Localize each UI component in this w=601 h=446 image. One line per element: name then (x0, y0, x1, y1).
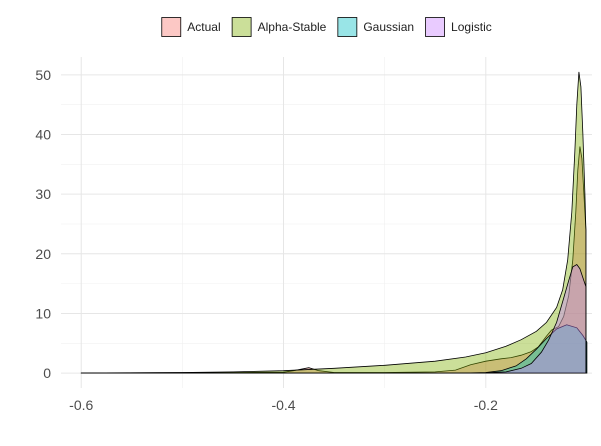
legend-swatch (337, 17, 358, 37)
x-axis: -0.6 -0.4 -0.2 (69, 397, 498, 413)
y-tick-label: 40 (35, 127, 51, 143)
legend-label: Alpha-Stable (258, 20, 327, 34)
legend-item-gaussian: Gaussian (337, 17, 414, 37)
legend-key-bg (425, 17, 446, 37)
legend-label: Logistic (451, 20, 492, 34)
y-axis: 0 10 20 30 40 50 (35, 67, 51, 381)
x-tick-label: -0.2 (474, 397, 498, 413)
y-tick-label: 10 (35, 305, 51, 321)
legend-swatch (161, 17, 182, 37)
y-tick-label: 50 (35, 67, 51, 83)
y-tick-label: 20 (35, 246, 51, 262)
x-tick-label: -0.6 (69, 397, 93, 413)
legend-label: Actual (187, 20, 220, 34)
grid (61, 57, 592, 388)
density-area-alpha-stable (80, 71, 587, 374)
legend-key-bg (161, 17, 182, 37)
legend-item-alpha-stable: Alpha-Stable (231, 17, 327, 37)
legend-swatch (231, 17, 252, 37)
y-tick-label: 0 (43, 365, 51, 381)
legend-item-logistic: Logistic (425, 17, 492, 37)
density-areas (80, 71, 588, 374)
legend: Actual Alpha-Stable Gaussian Logistic (161, 17, 492, 37)
legend-key-bg (337, 17, 358, 37)
density-area-logistic (81, 263, 587, 374)
density-area-actual (81, 146, 587, 374)
legend-item-actual: Actual (161, 17, 221, 37)
legend-key-bg (231, 17, 252, 37)
legend-swatch (425, 17, 445, 37)
y-tick-label: 30 (35, 186, 51, 202)
legend-label: Gaussian (363, 20, 414, 34)
x-tick-label: -0.4 (271, 397, 295, 413)
